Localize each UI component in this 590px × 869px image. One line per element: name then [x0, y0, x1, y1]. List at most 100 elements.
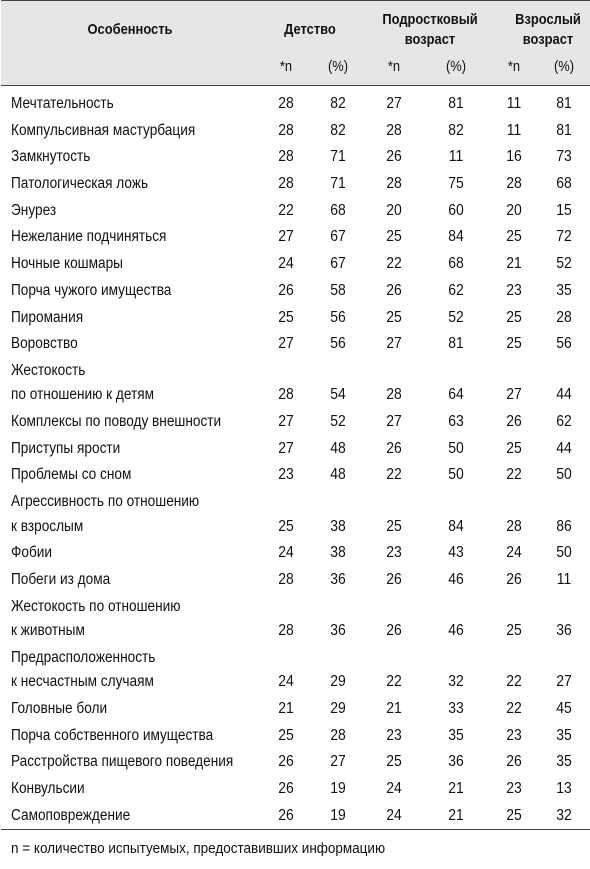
cell-teen-n: 25 [386, 228, 402, 246]
cell-teen-n: 27 [386, 95, 402, 112]
cell-teen-n: 24 [386, 806, 402, 824]
cell-childhood-pct: 56 [330, 335, 346, 353]
cell-teen-n: 28 [386, 121, 402, 139]
cell-adult-n: 26 [506, 571, 522, 588]
cell-teen-n: 25 [386, 753, 402, 771]
cell-childhood-n: 24 [278, 544, 294, 562]
cell-adult-n: 25 [506, 228, 522, 246]
cell-childhood-n: 27 [278, 335, 294, 353]
row-feature: Конвульсии [11, 780, 85, 798]
header-teen-n: *n [387, 58, 401, 75]
cell-adult-pct: 28 [556, 308, 572, 326]
row-feature: Жестокость по отношению к детям [11, 361, 154, 404]
cell-adult-n: 16 [506, 148, 522, 166]
cell-teen-n: 25 [386, 308, 402, 326]
cell-adult-n: 23 [506, 780, 522, 798]
row-feature: Порча чужого имущества [11, 281, 172, 299]
header-teen: Подростковый возраст [382, 11, 478, 48]
cell-adult-pct: 81 [556, 95, 572, 112]
cell-childhood-n: 27 [278, 439, 294, 457]
row-feature: Самоповреждение [11, 806, 131, 824]
cell-childhood-n: 24 [278, 255, 294, 273]
table-row: Предрасположенность к несчастным случаям… [0, 646, 590, 697]
cell-teen-pct: 52 [448, 308, 464, 326]
cell-childhood-pct: 82 [330, 95, 346, 112]
header-adult-n: *n [507, 58, 521, 75]
cell-adult-n: 28 [506, 175, 522, 193]
cell-childhood-n: 26 [278, 281, 294, 299]
cell-adult-pct: 35 [556, 753, 572, 771]
cell-adult-pct: 44 [556, 439, 572, 457]
header-adult: Взрослый возраст [515, 11, 581, 48]
cell-teen-pct: 81 [448, 95, 464, 112]
cell-teen-pct: 21 [448, 780, 464, 798]
table-row: Проблемы со сном 23 48 22 50 22 50 [0, 463, 590, 490]
cell-teen-pct: 84 [448, 517, 464, 535]
table-row: Жестокость по отношению к животным 28 36 26… [0, 595, 590, 646]
cell-adult-n: 11 [506, 121, 522, 139]
table-row: Нежелание подчиняться 27 67 25 84 25 72 [0, 225, 590, 252]
cell-adult-pct: 81 [556, 121, 572, 139]
cell-adult-pct: 44 [556, 386, 572, 404]
cell-childhood-n: 28 [278, 148, 294, 166]
row-feature: Жестокость по отношению к животным [11, 597, 181, 640]
cell-adult-pct: 11 [556, 571, 572, 588]
cell-childhood-pct: 71 [330, 148, 346, 166]
cell-childhood-pct: 27 [330, 753, 346, 771]
cell-childhood-pct: 71 [330, 175, 346, 193]
cell-teen-pct: 36 [448, 753, 464, 771]
cell-adult-pct: 35 [556, 281, 572, 299]
cell-teen-pct: 43 [448, 544, 464, 562]
cell-teen-pct: 11 [448, 148, 464, 166]
cell-adult-n: 25 [506, 308, 522, 326]
row-feature: Приступы ярости [11, 439, 121, 457]
cell-adult-pct: 62 [556, 413, 572, 431]
cell-adult-n: 26 [506, 413, 522, 431]
row-feature: Проблемы со сном [11, 466, 132, 484]
cell-adult-pct: 52 [556, 255, 572, 273]
table-row: Комплексы по поводу внешности 27 52 27 63 26 6… [0, 410, 590, 437]
cell-teen-pct: 81 [448, 335, 464, 353]
cell-childhood-n: 25 [278, 308, 294, 326]
cell-adult-n: 11 [506, 95, 522, 112]
cell-teen-pct: 35 [448, 726, 464, 744]
cell-teen-pct: 75 [448, 175, 464, 193]
cell-teen-n: 28 [386, 386, 402, 404]
cell-teen-pct: 32 [448, 673, 464, 691]
table-row: Мечтательность 28 82 27 81 11 81 [0, 92, 590, 119]
cell-childhood-pct: 19 [330, 806, 346, 824]
cell-adult-n: 22 [506, 673, 522, 691]
cell-childhood-n: 24 [278, 673, 294, 691]
cell-childhood-pct: 19 [330, 780, 346, 798]
cell-teen-n: 22 [386, 466, 402, 484]
cell-childhood-pct: 29 [330, 673, 346, 691]
row-feature: Головные боли [11, 700, 108, 718]
cell-adult-n: 22 [506, 700, 522, 718]
cell-teen-pct: 82 [448, 121, 464, 139]
cell-adult-pct: 36 [556, 622, 572, 640]
cell-childhood-n: 28 [278, 386, 294, 404]
cell-adult-n: 28 [506, 517, 522, 535]
header-rule [1, 85, 590, 86]
cell-teen-pct: 50 [448, 439, 464, 457]
cell-childhood-pct: 58 [330, 281, 346, 299]
cell-childhood-n: 26 [278, 780, 294, 798]
cell-adult-n: 23 [506, 281, 522, 299]
cell-teen-n: 26 [386, 148, 402, 166]
cell-teen-pct: 46 [448, 571, 464, 588]
row-feature: Пиромания [11, 308, 84, 326]
row-feature: Ночные кошмары [11, 255, 123, 273]
bottom-rule [1, 829, 590, 830]
table-row: Замкнутость 28 71 26 11 16 73 [0, 145, 590, 172]
cell-childhood-pct: 54 [330, 386, 346, 404]
cell-adult-pct: 68 [556, 175, 572, 193]
cell-adult-n: 25 [506, 806, 522, 824]
cell-teen-n: 26 [386, 439, 402, 457]
top-rule [1, 0, 590, 1]
table-row: Головные боли 21 29 21 33 22 45 [0, 697, 590, 724]
row-feature: Комплексы по поводу внешности [11, 413, 222, 431]
cell-teen-pct: 64 [448, 386, 464, 404]
cell-adult-n: 25 [506, 439, 522, 457]
cell-childhood-pct: 28 [330, 726, 346, 744]
